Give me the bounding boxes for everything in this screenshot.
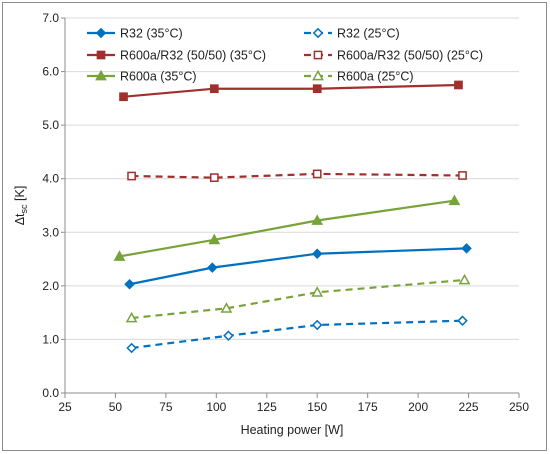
data-point: [220, 302, 233, 313]
legend-swatch-marker: [96, 50, 106, 60]
legend-item: R600a/R32 (50/50) (35°C): [87, 49, 266, 63]
legend-swatch-marker: [312, 69, 324, 81]
data-point: [209, 173, 219, 182]
x-tick-label: 200: [408, 400, 428, 414]
series-line-1: [131, 319, 463, 350]
data-point: [311, 248, 323, 259]
x-tick-label: 100: [206, 400, 226, 414]
y-tick-label: 6.0: [42, 65, 59, 79]
x-tick-label: 150: [307, 400, 327, 414]
data-point: [311, 214, 324, 225]
legend-label: R600a (25°C): [337, 70, 414, 84]
series-line-2: [123, 83, 459, 98]
y-tick-label: 1.0: [42, 332, 59, 346]
x-tick-label: 25: [58, 400, 72, 414]
y-tick-label: 5.0: [42, 118, 59, 132]
series-line-3: [131, 172, 463, 179]
grid-layer: [65, 17, 519, 340]
data-point: [124, 278, 135, 290]
y-axis-label-sub: sc: [19, 204, 29, 214]
legend-swatch-marker: [95, 27, 107, 39]
data-point: [209, 84, 219, 94]
legend-item: R600a (35°C): [87, 70, 197, 84]
legend-swatch-marker: [312, 27, 324, 39]
data-point: [311, 319, 323, 331]
data-point: [223, 330, 234, 341]
x-tick-label: 75: [159, 400, 173, 414]
y-axis-label-main: Δt: [13, 213, 27, 225]
legend-label: R600a/R32 (50/50) (25°C): [337, 49, 483, 63]
x-tick-label: 225: [459, 400, 479, 414]
series-layer: [113, 80, 472, 354]
data-point: [312, 169, 322, 179]
legend-label: R32 (35°C): [120, 27, 183, 41]
data-point: [208, 233, 221, 245]
data-point: [207, 262, 218, 273]
data-point: [312, 84, 322, 94]
x-tick-label: 50: [109, 400, 123, 414]
axis-layer: 0.0 1.0 2.0 3.0 4.0 5.0 6.0 7.0 25 50 75 100 125 150 1…: [42, 11, 529, 414]
y-tick-label: 4.0: [42, 172, 59, 186]
legend-item: R600a/R32 (50/50) (25°C): [304, 49, 483, 63]
data-point: [119, 92, 128, 102]
data-point: [454, 80, 463, 90]
y-tick-label: 3.0: [42, 225, 59, 239]
legend-item: R600a (25°C): [304, 70, 414, 84]
y-tick-label: 2.0: [42, 279, 59, 293]
y-axis-label-unit: [K]: [13, 186, 27, 205]
data-point: [125, 311, 138, 323]
y-tick-label: 7.0: [42, 11, 59, 25]
x-tick-label: 175: [358, 400, 378, 414]
data-point: [113, 250, 126, 261]
legend-label: R600a (35°C): [120, 70, 197, 84]
data-point: [458, 171, 467, 180]
data-point: [457, 315, 468, 326]
data-point: [126, 342, 137, 354]
legend-layer: R32 (35°C) R32 (25°C) R600a/R32 (50/50) (3…: [87, 27, 483, 84]
data-point: [458, 273, 471, 285]
legend-item: R32 (25°C): [304, 27, 400, 41]
series-line-4: [119, 199, 455, 258]
x-tick-label: 125: [257, 400, 277, 414]
legend-swatch-marker: [313, 50, 323, 60]
x-tick-label: 250: [509, 400, 529, 414]
data-point: [127, 171, 136, 181]
y-tick-label: 0.0: [42, 386, 59, 400]
x-axis-label: Heating power [W]: [241, 423, 344, 437]
legend-label: R600a/R32 (50/50) (35°C): [120, 49, 266, 63]
legend-swatch-marker: [95, 69, 107, 81]
series-line-0: [129, 247, 467, 286]
data-point: [311, 286, 324, 297]
data-point: [461, 243, 472, 254]
legend-label: R32 (25°C): [337, 27, 400, 41]
y-axis-label: Δtsc [K]: [13, 186, 29, 226]
legend-item: R32 (35°C): [87, 27, 183, 41]
data-point: [448, 194, 461, 206]
